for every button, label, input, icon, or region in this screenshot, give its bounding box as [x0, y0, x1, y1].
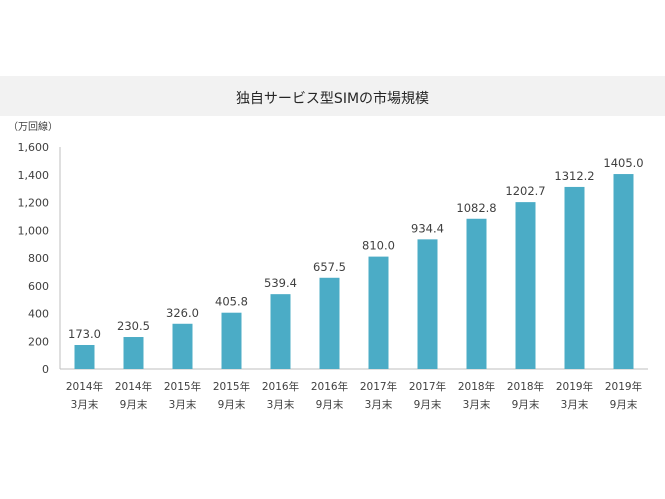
x-tick-label: 9月末	[316, 398, 344, 411]
x-tick-label: 2015年	[213, 380, 250, 393]
y-tick-label: 800	[28, 252, 49, 265]
x-tick-label: 2014年	[115, 380, 152, 393]
bar	[515, 202, 536, 369]
bar	[123, 337, 144, 369]
x-tick-label: 3月末	[463, 398, 491, 411]
x-tick-label: 2019年	[556, 380, 593, 393]
data-label: 230.5	[117, 319, 150, 333]
x-tick-label: 2016年	[262, 380, 299, 393]
x-tick-label: 3月末	[267, 398, 295, 411]
y-tick-label: 200	[28, 335, 49, 348]
data-label: 1202.7	[505, 184, 545, 198]
chart-title: 独自サービス型SIMの市場規模	[235, 91, 430, 107]
title-band	[0, 76, 665, 116]
y-tick-label: 0	[42, 363, 49, 376]
x-tick-label: 2018年	[458, 380, 495, 393]
data-label: 173.0	[68, 327, 101, 341]
data-label: 934.4	[411, 221, 444, 235]
data-label: 1082.8	[456, 201, 496, 215]
x-tick-label: 2018年	[507, 380, 544, 393]
x-tick-label: 3月末	[169, 398, 197, 411]
bar	[172, 323, 193, 369]
y-tick-label: 1,400	[18, 169, 50, 182]
x-tick-label: 9月末	[218, 398, 246, 411]
bar	[466, 218, 487, 369]
bar	[564, 186, 585, 369]
data-label: 405.8	[215, 295, 248, 309]
y-tick-label: 1,600	[18, 141, 50, 154]
data-label: 326.0	[166, 306, 199, 320]
y-tick-label: 1,000	[18, 224, 50, 237]
bar	[270, 294, 291, 369]
x-tick-label: 3月末	[71, 398, 99, 411]
data-label: 539.4	[264, 276, 297, 290]
x-tick-label: 9月末	[512, 398, 540, 411]
x-tick-label: 2016年	[311, 380, 348, 393]
y-tick-label: 1,200	[18, 197, 50, 210]
data-label: 810.0	[362, 239, 395, 253]
x-tick-label: 9月末	[610, 398, 638, 411]
bar	[613, 174, 634, 369]
data-label: 1312.2	[554, 169, 594, 183]
x-tick-label: 3月末	[365, 398, 393, 411]
x-tick-label: 2019年	[605, 380, 642, 393]
x-tick-label: 2017年	[409, 380, 446, 393]
x-tick-label: 3月末	[561, 398, 589, 411]
bar	[368, 256, 389, 369]
bar	[319, 277, 340, 369]
x-tick-label: 2015年	[164, 380, 201, 393]
bar	[417, 239, 438, 369]
y-axis-unit-label: （万回線）	[8, 122, 58, 133]
y-tick-label: 600	[28, 280, 49, 293]
bar	[221, 312, 242, 369]
x-tick-label: 9月末	[414, 398, 442, 411]
bar	[74, 344, 95, 369]
x-tick-label: 2017年	[360, 380, 397, 393]
x-tick-label: 2014年	[66, 380, 103, 393]
y-tick-label: 400	[28, 308, 49, 321]
x-tick-label: 9月末	[120, 398, 148, 411]
data-label: 1405.0	[603, 156, 643, 170]
data-label: 657.5	[313, 260, 346, 274]
